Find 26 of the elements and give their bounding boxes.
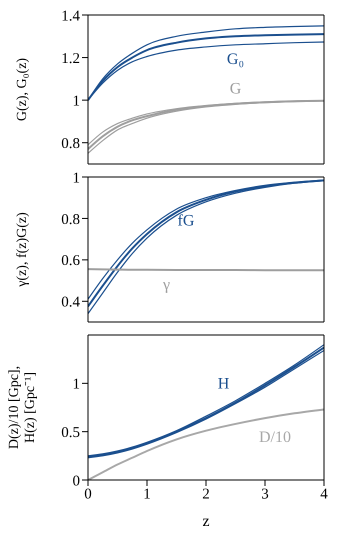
y-tick-label: 1 xyxy=(72,376,80,393)
y-tick-label: 1 xyxy=(72,93,80,110)
y-tick-label: 0 xyxy=(72,473,80,490)
series-label: H xyxy=(218,375,230,392)
y-axis-title: G(z), G₀(z) xyxy=(15,58,30,122)
y-tick-label: 1 xyxy=(72,170,80,186)
x-tick-label: 4 xyxy=(320,486,328,503)
y-tick-label: 0.5 xyxy=(61,424,80,441)
series-label: γ xyxy=(162,276,170,294)
x-tick-label: 0 xyxy=(84,486,92,503)
series-label: fG xyxy=(178,212,195,230)
series-label: G₀ xyxy=(226,50,244,68)
x-tick-label: 2 xyxy=(202,486,210,503)
series-label: D/10 xyxy=(259,428,291,446)
y-tick-label: 1.4 xyxy=(61,8,80,24)
y-axis-title: D(z)/10 [Gpc], H(z) [Gpc⁻¹] xyxy=(7,366,38,450)
y-axis-title: γ(z), f(z)G(z) xyxy=(15,212,30,288)
x-tick-label: 1 xyxy=(143,486,151,503)
x-tick-label: 3 xyxy=(261,486,269,503)
series-label: G xyxy=(230,80,242,98)
y-tick-label: 0.8 xyxy=(61,212,80,228)
x-axis-title: z xyxy=(202,513,210,530)
y-tick-label: 0.4 xyxy=(61,294,80,311)
y-tick-label: 0.8 xyxy=(61,136,80,152)
y-tick-label: 1.2 xyxy=(61,50,80,67)
y-tick-label: 0.6 xyxy=(61,253,80,270)
